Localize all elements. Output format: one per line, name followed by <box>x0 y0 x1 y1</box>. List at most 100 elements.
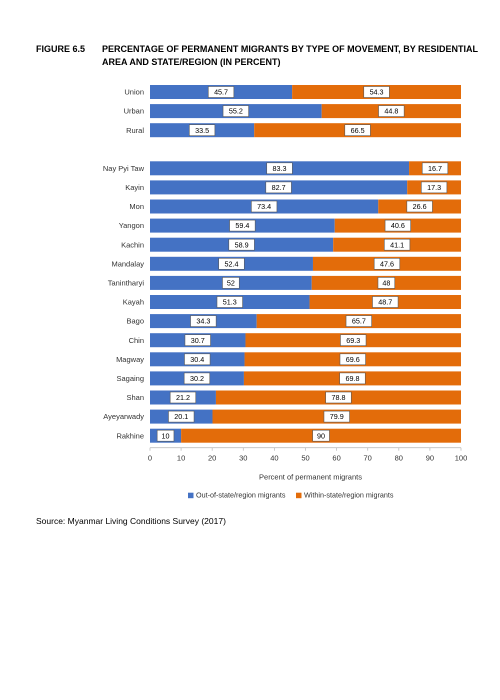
x-tick-label: 40 <box>270 454 278 463</box>
data-label-box <box>169 391 197 404</box>
data-label-box <box>184 353 211 366</box>
legend-swatch-out-of-state <box>188 492 194 499</box>
category-label: Chin <box>129 336 144 345</box>
data-label-box <box>156 429 175 442</box>
data-label-box <box>218 257 245 270</box>
data-label: 26.6 <box>413 202 427 211</box>
data-label-box <box>207 86 235 98</box>
category-label: Kayin <box>125 183 144 192</box>
data-label: 48 <box>382 279 390 288</box>
data-label-box <box>340 334 367 347</box>
category-label: Shan <box>126 393 144 402</box>
data-label-box <box>312 429 330 442</box>
data-label-box <box>406 200 433 213</box>
legend-label: Within-state/region migrants <box>304 491 394 500</box>
data-label-box <box>183 372 211 385</box>
data-label: 30.7 <box>191 336 205 345</box>
category-label: Bago <box>126 317 144 326</box>
data-label: 52 <box>227 279 235 288</box>
data-label: 34.3 <box>196 317 210 326</box>
data-label: 48.7 <box>378 298 392 307</box>
data-label: 69.3 <box>346 336 360 345</box>
data-label: 10 <box>162 431 170 440</box>
category-label: Yangon <box>119 221 144 230</box>
category-label: Ayeyarwady <box>103 412 144 421</box>
data-label: 66.5 <box>351 126 365 135</box>
data-label-box <box>266 162 293 175</box>
data-label: 30.2 <box>190 374 204 383</box>
data-label-box <box>420 181 448 194</box>
stacked-bar-chart: Union 45.7 54.3 Urban 55.2 44.8 Rural 33.5 66.5 N… <box>103 85 468 500</box>
data-label: 17.3 <box>427 183 441 192</box>
x-tick-label: 90 <box>426 454 434 463</box>
data-label: 58.9 <box>235 240 249 249</box>
data-label: 69.6 <box>346 355 360 364</box>
data-label-box <box>188 124 216 136</box>
data-label: 33.5 <box>195 126 209 135</box>
data-label: 83.3 <box>273 164 287 173</box>
data-label-box <box>339 372 366 385</box>
figure-header: FIGURE 6.5 PERCENTAGE OF PERMANENT MIGRA… <box>36 43 486 69</box>
data-label: 45.7 <box>214 88 228 97</box>
data-label: 79.9 <box>330 412 344 421</box>
x-tick-label: 100 <box>455 454 468 463</box>
data-label: 51.3 <box>223 298 237 307</box>
category-label: Mandalay <box>111 259 144 268</box>
data-label: 59.4 <box>235 221 249 230</box>
data-label-box <box>323 410 350 423</box>
data-label-box <box>377 277 396 289</box>
data-label: 40.6 <box>391 221 405 230</box>
data-label-box <box>222 277 240 289</box>
category-label: Nay Pyi Taw <box>103 164 145 173</box>
category-label: Mon <box>129 202 144 211</box>
data-label: 44.8 <box>384 107 398 116</box>
x-tick-label: 0 <box>148 454 152 463</box>
data-label-box <box>325 391 352 404</box>
data-label: 30.4 <box>190 355 204 364</box>
category-label: Union <box>124 88 144 97</box>
category-label: Rural <box>126 126 144 135</box>
x-tick-label: 60 <box>332 454 340 463</box>
data-label-box <box>184 334 211 347</box>
data-label-box <box>265 181 292 194</box>
data-label: 55.2 <box>229 107 243 116</box>
x-tick-label: 70 <box>364 454 372 463</box>
data-label-box <box>190 315 217 327</box>
data-label-box <box>372 296 399 308</box>
data-label-box <box>378 105 405 117</box>
x-axis-title: Percent of permanent migrants <box>259 473 362 482</box>
x-tick-label: 10 <box>177 454 185 463</box>
x-tick-label: 80 <box>395 454 403 463</box>
data-label-box <box>383 238 411 251</box>
x-tick-label: 50 <box>301 454 309 463</box>
data-label-box <box>339 353 366 366</box>
data-label-box <box>222 105 249 117</box>
data-label: 16.7 <box>428 164 442 173</box>
data-label-box <box>251 200 278 213</box>
category-label: Magway <box>116 355 144 364</box>
data-label-box <box>384 219 411 232</box>
data-label-box <box>228 238 255 251</box>
legend-label: Out-of-state/region migrants <box>196 491 286 500</box>
category-label: Kayah <box>123 298 144 307</box>
category-label: Rakhine <box>116 431 144 440</box>
x-tick-label: 20 <box>208 454 216 463</box>
data-label: 78.8 <box>331 393 345 402</box>
data-label: 41.1 <box>390 240 404 249</box>
data-label: 54.3 <box>370 88 384 97</box>
data-label-box <box>345 315 372 327</box>
data-label: 65.7 <box>352 317 366 326</box>
data-label: 20.1 <box>174 412 188 421</box>
data-label-box <box>344 124 371 136</box>
data-label: 21.2 <box>176 393 190 402</box>
data-label-box <box>421 162 449 175</box>
category-label: Kachin <box>121 240 144 249</box>
data-label: 82.7 <box>272 183 286 192</box>
data-label-box <box>216 296 243 308</box>
data-label: 69.8 <box>345 374 359 383</box>
category-label: Sagaing <box>116 374 144 383</box>
data-label: 73.4 <box>257 202 271 211</box>
data-label: 90 <box>317 431 325 440</box>
figure-source: Source: Myanmar Living Conditions Survey… <box>36 516 226 526</box>
data-label-box <box>363 86 390 98</box>
